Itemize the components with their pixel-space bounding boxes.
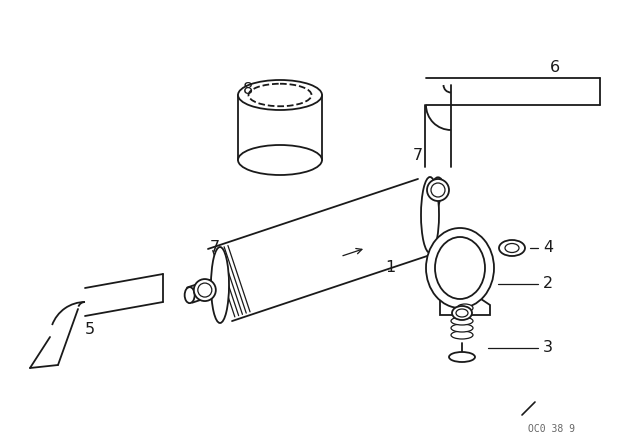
Ellipse shape [421, 177, 439, 253]
Ellipse shape [194, 279, 216, 301]
Ellipse shape [451, 317, 473, 325]
Ellipse shape [456, 309, 468, 317]
Ellipse shape [433, 177, 443, 193]
Text: 3: 3 [543, 340, 553, 356]
Text: 2: 2 [543, 276, 553, 290]
Ellipse shape [198, 283, 212, 297]
Polygon shape [440, 295, 490, 315]
Ellipse shape [431, 183, 445, 197]
Text: 7: 7 [210, 241, 220, 255]
Ellipse shape [499, 240, 525, 256]
Ellipse shape [435, 237, 485, 299]
Ellipse shape [238, 80, 322, 110]
Ellipse shape [426, 228, 494, 308]
Ellipse shape [211, 247, 229, 323]
Ellipse shape [451, 331, 473, 339]
Ellipse shape [451, 324, 473, 332]
Text: 4: 4 [543, 241, 553, 255]
Ellipse shape [248, 84, 312, 106]
Text: 8: 8 [243, 82, 253, 98]
Ellipse shape [449, 352, 475, 362]
Text: 1: 1 [385, 260, 395, 276]
Ellipse shape [185, 287, 195, 303]
Ellipse shape [452, 306, 472, 320]
Ellipse shape [505, 244, 519, 253]
Ellipse shape [427, 179, 449, 201]
Text: OC0 38 9: OC0 38 9 [528, 424, 575, 434]
Text: 5: 5 [85, 323, 95, 337]
Ellipse shape [457, 304, 473, 312]
Text: 7: 7 [413, 147, 423, 163]
Ellipse shape [238, 145, 322, 175]
Text: 6: 6 [550, 60, 560, 76]
